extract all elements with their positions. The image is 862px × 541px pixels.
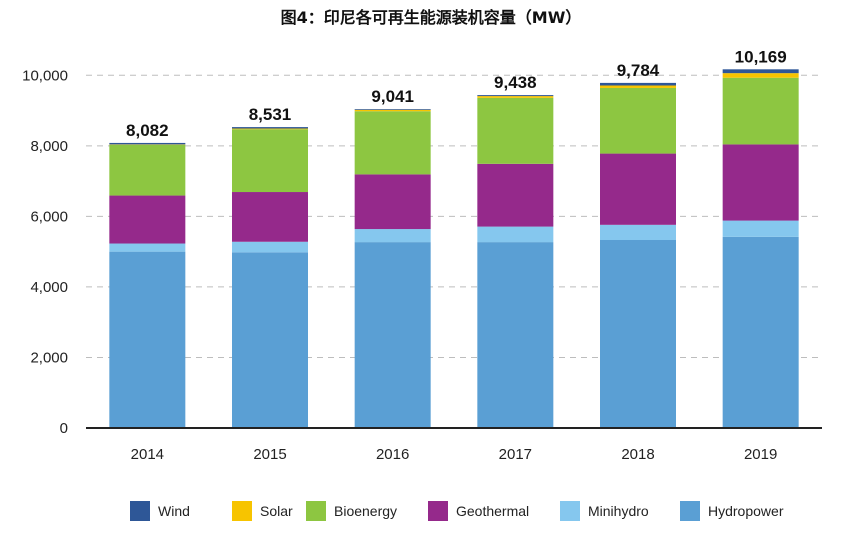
legend-swatch-minihydro <box>560 501 580 521</box>
legend-swatch-geothermal <box>428 501 448 521</box>
bar-segment-wind <box>232 127 308 129</box>
bar-segment-wind <box>354 109 431 110</box>
bar-segment-hydropower <box>722 236 799 428</box>
bar-segment-bioenergy <box>109 144 186 196</box>
y-tick-label: 4,000 <box>30 279 68 296</box>
legend-swatch-bioenergy <box>306 501 326 521</box>
bar-segment-bioenergy <box>722 77 799 145</box>
legend-label-bioenergy: Bioenergy <box>334 503 397 519</box>
bar-segment-geothermal <box>722 144 799 221</box>
total-label: 9,438 <box>494 73 537 92</box>
legend-label-minihydro: Minihydro <box>588 503 649 519</box>
bar-segment-wind <box>722 69 799 74</box>
x-tick-label: 2018 <box>621 446 654 463</box>
legend: Wind Solar Bioenergy Geothermal Minihydro Hyd… <box>130 501 784 521</box>
bar-segment-geothermal <box>354 174 431 230</box>
bar-segment-wind <box>600 82 676 86</box>
legend-swatch-hydropower <box>680 501 700 521</box>
gridlines <box>86 74 822 358</box>
x-tick-label: 2017 <box>499 446 532 463</box>
total-label: 10,169 <box>735 47 787 66</box>
bar-segment-hydropower <box>354 242 431 428</box>
legend-swatch-solar <box>232 501 252 521</box>
bar-segment-hydropower <box>232 252 308 428</box>
labels: 8,082 8,531 9,041 9,438 9,784 10,169 <box>126 47 787 140</box>
bars <box>109 69 799 428</box>
bar-segment-solar <box>354 109 431 112</box>
bar-segment-wind <box>109 142 186 145</box>
bar-segment-solar <box>600 85 676 88</box>
y-tick-label: 0 <box>60 420 68 437</box>
total-label: 8,531 <box>249 105 292 124</box>
bar-segment-minihydro <box>109 243 186 252</box>
bar-segment-solar <box>232 128 308 130</box>
x-tick-label: 2016 <box>376 446 409 463</box>
x-tick-label: 2019 <box>744 446 777 463</box>
bar-segment-minihydro <box>600 224 676 240</box>
legend-label-geothermal: Geothermal <box>456 503 529 519</box>
total-label: 8,082 <box>126 121 169 140</box>
bar-segment-wind <box>477 95 554 97</box>
x-tick-label: 2014 <box>131 446 164 463</box>
y-tick-label: 8,000 <box>30 138 68 155</box>
bar-segment-minihydro <box>232 241 308 253</box>
total-label: 9,784 <box>617 61 660 80</box>
legend-label-wind: Wind <box>158 503 190 519</box>
bar-segment-geothermal <box>109 195 186 244</box>
bar-segment-bioenergy <box>477 97 554 164</box>
bar-segment-bioenergy <box>354 111 431 175</box>
bar-segment-hydropower <box>109 251 186 428</box>
legend-label-solar: Solar <box>260 503 293 519</box>
bar-segment-solar <box>477 96 554 98</box>
bar-segment-geothermal <box>477 163 554 227</box>
bar-segment-geothermal <box>600 153 676 225</box>
x-tick-label: 2015 <box>253 446 286 463</box>
bar-segment-hydropower <box>477 242 554 428</box>
y-tick-label: 6,000 <box>30 208 68 225</box>
bar-segment-minihydro <box>354 229 431 243</box>
chart-title: 图4：印尼各可再生能源装机容量（MW） <box>280 8 582 27</box>
bar-segment-geothermal <box>232 192 308 242</box>
bar-segment-hydropower <box>600 239 676 428</box>
y-tick-label: 2,000 <box>30 349 68 366</box>
axes: 0 2,000 4,000 6,000 8,000 10,000 2014 2015 2016 2… <box>22 67 822 463</box>
total-label: 9,041 <box>371 87 414 106</box>
bar-segment-solar <box>722 73 799 78</box>
bar-segment-minihydro <box>722 220 799 237</box>
legend-label-hydropower: Hydropower <box>708 503 784 519</box>
bar-segment-bioenergy <box>232 129 308 193</box>
y-tick-label: 10,000 <box>22 67 68 84</box>
legend-swatch-wind <box>130 501 150 521</box>
bar-segment-minihydro <box>477 226 554 243</box>
bar-segment-bioenergy <box>600 87 676 154</box>
